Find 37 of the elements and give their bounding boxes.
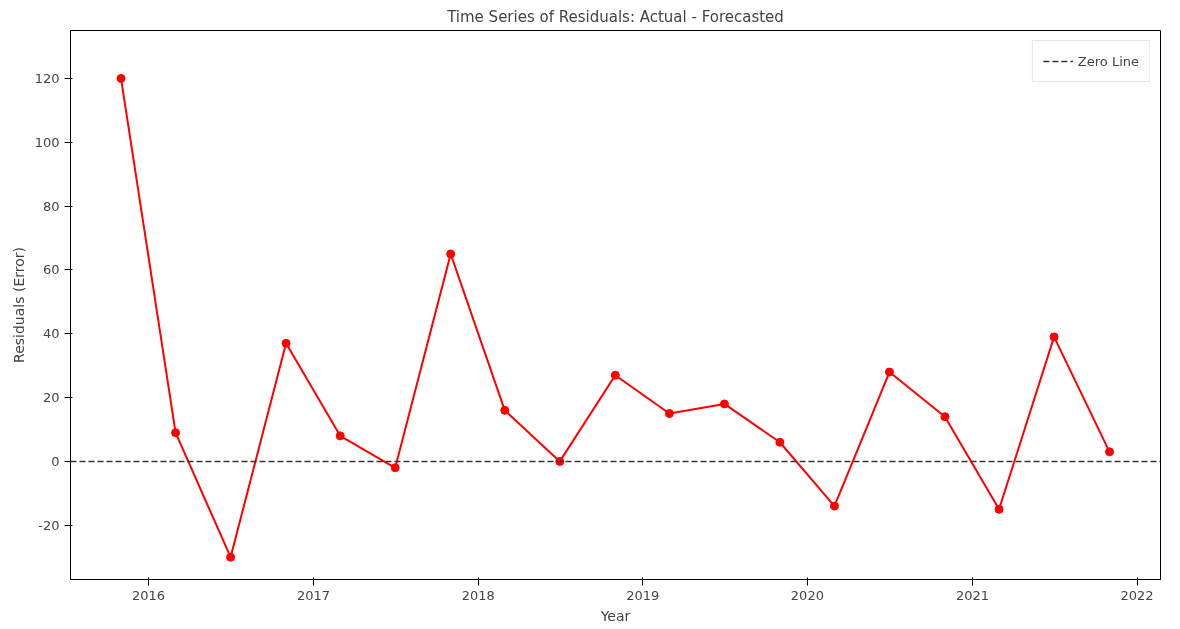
- y-axis-title: Residuals (Error): [10, 247, 27, 363]
- point: [719, 399, 729, 409]
- y-tick-label: 0: [51, 453, 60, 469]
- point: [884, 367, 894, 377]
- y-tick-label: 20: [42, 390, 60, 406]
- x-axis-title: Year: [599, 607, 631, 624]
- point: [1049, 332, 1059, 342]
- chart-title: Time Series of Residuals: Actual - Forecasted: [446, 7, 784, 26]
- point: [171, 428, 181, 438]
- y-tick-label: 100: [34, 134, 60, 150]
- point: [281, 338, 291, 348]
- y-tick-label: 120: [34, 70, 60, 86]
- point: [335, 431, 345, 441]
- y-tick-label: 40: [42, 326, 60, 342]
- point: [1105, 447, 1115, 457]
- x-tick-label: 2018: [461, 587, 495, 603]
- x-tick-label: 2021: [955, 587, 989, 603]
- point: [390, 463, 400, 473]
- point: [226, 552, 236, 562]
- x-tick-label: 2022: [1120, 587, 1154, 603]
- point: [664, 409, 674, 419]
- x-tick-label: 2017: [297, 587, 331, 603]
- x-tick-label: 2020: [790, 587, 824, 603]
- point: [610, 370, 620, 380]
- point: [775, 437, 785, 447]
- y-tick-label: 80: [42, 198, 60, 214]
- point: [994, 504, 1004, 514]
- legend-label: Zero Line: [1077, 53, 1139, 69]
- y-tick-label: 60: [42, 262, 60, 278]
- point: [940, 412, 950, 422]
- point: [829, 501, 839, 511]
- y-tick-label: -20: [38, 517, 60, 533]
- point: [446, 249, 456, 259]
- point: [500, 405, 510, 415]
- point: [116, 73, 126, 83]
- x-tick-label: 2016: [131, 587, 166, 603]
- x-tick-label: 2019: [626, 587, 660, 603]
